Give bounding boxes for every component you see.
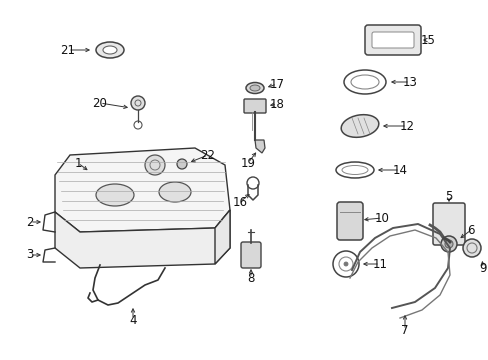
- FancyBboxPatch shape: [432, 203, 464, 245]
- Circle shape: [444, 240, 452, 248]
- Ellipse shape: [249, 85, 260, 91]
- Circle shape: [440, 236, 456, 252]
- FancyBboxPatch shape: [371, 32, 413, 48]
- Text: 17: 17: [269, 77, 284, 90]
- Polygon shape: [254, 140, 264, 153]
- Text: 8: 8: [247, 271, 254, 284]
- Text: 10: 10: [374, 212, 388, 225]
- Text: 21: 21: [61, 44, 75, 57]
- Text: 7: 7: [401, 324, 408, 337]
- Circle shape: [131, 96, 145, 110]
- Text: 2: 2: [26, 216, 34, 229]
- Ellipse shape: [159, 182, 191, 202]
- Circle shape: [145, 155, 164, 175]
- Text: 16: 16: [232, 195, 247, 208]
- Text: 12: 12: [399, 120, 414, 132]
- Text: 1: 1: [74, 157, 81, 170]
- FancyBboxPatch shape: [241, 242, 261, 268]
- Ellipse shape: [96, 184, 134, 206]
- Text: 18: 18: [269, 98, 284, 111]
- FancyBboxPatch shape: [244, 99, 265, 113]
- Circle shape: [343, 262, 347, 266]
- Text: 13: 13: [402, 76, 417, 89]
- Polygon shape: [55, 210, 229, 268]
- Text: 15: 15: [420, 33, 434, 46]
- Polygon shape: [215, 210, 229, 264]
- Text: 14: 14: [392, 163, 407, 176]
- Circle shape: [177, 159, 186, 169]
- Ellipse shape: [96, 42, 124, 58]
- FancyBboxPatch shape: [364, 25, 420, 55]
- Text: 19: 19: [240, 157, 255, 170]
- Text: 22: 22: [200, 149, 215, 162]
- Text: 6: 6: [467, 224, 474, 237]
- FancyBboxPatch shape: [336, 202, 362, 240]
- Circle shape: [462, 239, 480, 257]
- Ellipse shape: [245, 82, 264, 94]
- Polygon shape: [55, 148, 229, 232]
- Ellipse shape: [103, 46, 117, 54]
- Text: 9: 9: [478, 261, 486, 274]
- Ellipse shape: [341, 115, 378, 137]
- Text: 3: 3: [26, 248, 34, 261]
- Text: 20: 20: [92, 96, 107, 109]
- Text: 4: 4: [129, 314, 137, 327]
- Text: 5: 5: [445, 189, 452, 202]
- Text: 11: 11: [372, 257, 386, 270]
